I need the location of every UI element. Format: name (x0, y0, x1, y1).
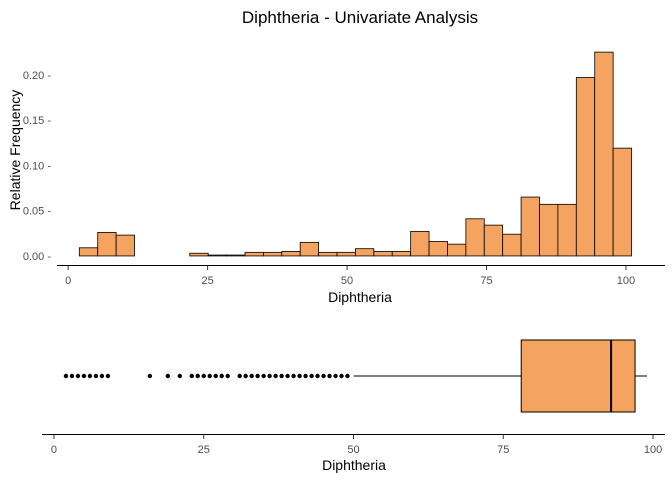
histogram-x-tick-labels: 0 25 50 75 100 (65, 275, 635, 287)
boxplot-outlier (63, 373, 69, 379)
boxplot-outlier (261, 373, 266, 379)
boxplot-outlier (255, 373, 260, 379)
boxplot-outlier (201, 373, 206, 379)
histogram-x-tick-label: 25 (201, 275, 213, 287)
histogram-bar (207, 254, 227, 257)
boxplot-x-ticks (53, 434, 654, 439)
boxplot-outlier (291, 373, 296, 379)
histogram-bar (281, 251, 301, 257)
histogram-bar (115, 234, 135, 257)
histogram-bar (520, 196, 540, 257)
boxplot-outlier (75, 373, 81, 379)
boxplot-outlier (147, 373, 153, 379)
boxplot-outlier (69, 373, 75, 379)
boxplot-outlier (273, 373, 278, 379)
histogram-y-tick-label: 0.10 - (23, 160, 51, 172)
boxplot-outlier (189, 373, 194, 379)
histogram-bar (391, 251, 412, 257)
histogram-bar (97, 231, 117, 257)
boxplot-outlier (195, 373, 200, 379)
histogram-bar (483, 224, 504, 257)
histogram-bar (336, 251, 356, 257)
boxplot-outlier (267, 373, 272, 379)
boxplot-x-tick-label: 50 (347, 444, 359, 456)
histogram-bar (78, 247, 99, 257)
boxplot-outlier (315, 373, 320, 379)
histogram-bar (594, 51, 614, 257)
boxplot-outlier (303, 373, 308, 379)
histogram-bar (262, 251, 283, 257)
histogram-bar (299, 241, 320, 257)
boxplot-outlier (81, 373, 87, 379)
histogram-bar (244, 251, 264, 257)
boxplot-outlier (207, 373, 212, 379)
boxplot-outlier (243, 373, 248, 379)
histogram-y-tick-label: 0.20 - (23, 70, 51, 82)
boxplot-outlier (165, 373, 170, 379)
histogram-bar (612, 147, 632, 257)
boxplot-box (520, 339, 636, 413)
boxplot-outlier (105, 373, 111, 379)
histogram-bar (410, 231, 430, 257)
histogram-x-axis-title: Diphtheria (328, 289, 392, 305)
boxplot-outlier (285, 373, 290, 379)
histogram-x-ticks (67, 265, 627, 270)
histogram-bar (428, 241, 448, 257)
histogram-x-tick-label: 50 (341, 275, 353, 287)
boxplot-outlier (219, 373, 224, 379)
boxplot (353, 339, 648, 413)
boxplot-outlier (225, 373, 230, 379)
boxplot-outlier (327, 373, 332, 379)
boxplot-outlier (213, 373, 218, 379)
boxplot-outlier (321, 373, 326, 379)
chart-title: Diphtheria - Univariate Analysis (242, 8, 478, 27)
histogram-y-tick-label: 0.15 - (23, 115, 51, 127)
boxplot-outlier (345, 373, 350, 379)
histogram-y-tick-label: 0.00 - (23, 251, 51, 263)
histogram-bar (226, 254, 246, 257)
histogram-bar (355, 248, 375, 257)
boxplot-outliers (63, 373, 350, 379)
boxplot-outlier (339, 373, 344, 379)
boxplot-outlier (279, 373, 284, 379)
boxplot-outlier (177, 373, 182, 379)
boxplot-x-tick-label: 0 (51, 444, 57, 456)
histogram-bar (539, 203, 559, 257)
boxplot-outlier (99, 373, 105, 379)
histogram-bar (373, 251, 393, 257)
boxplot-outlier (87, 373, 93, 379)
boxplot-x-tick-label: 100 (644, 444, 662, 456)
histogram-bar (502, 233, 522, 257)
histogram-bar (189, 252, 209, 257)
histogram-bars (78, 51, 632, 257)
histogram-bar (465, 218, 485, 257)
boxplot-x-axis-title: Diphtheria (322, 457, 386, 473)
boxplot-outlier (333, 373, 338, 379)
histogram-bar (447, 243, 467, 257)
boxplot-outlier (249, 373, 254, 379)
histogram-x-tick-label: 100 (617, 275, 635, 287)
histogram-y-tick-label: 0.05 - (23, 206, 51, 218)
histogram-x-tick-label: 0 (65, 275, 71, 287)
boxplot-x-tick-labels: 0 25 50 75 100 (51, 444, 662, 456)
boxplot-outlier (297, 373, 302, 379)
boxplot-x-tick-label: 75 (497, 444, 509, 456)
histogram-bar (557, 203, 577, 257)
histogram-bar (575, 77, 596, 257)
histogram-y-tick-labels: 0.00 - 0.05 - 0.10 - 0.15 - 0.20 - (23, 70, 51, 263)
boxplot-outlier (93, 373, 99, 379)
boxplot-outlier (237, 373, 242, 379)
histogram-x-tick-label: 75 (480, 275, 492, 287)
histogram-y-axis-title: Relative Frequency (7, 90, 23, 211)
histogram-bar (318, 251, 338, 257)
boxplot-x-tick-label: 25 (198, 444, 210, 456)
boxplot-outlier (309, 373, 314, 379)
